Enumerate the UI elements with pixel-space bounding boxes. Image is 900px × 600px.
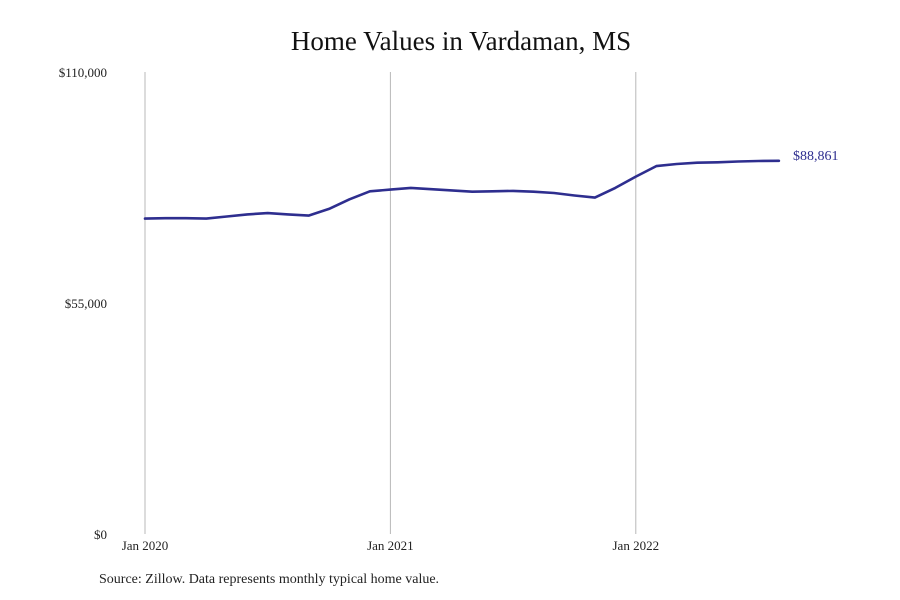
y-tick-label: $55,000: [65, 296, 107, 311]
x-tick-label: Jan 2022: [613, 538, 660, 553]
y-tick-label: $110,000: [59, 65, 107, 80]
x-tick-label: Jan 2020: [122, 538, 169, 553]
x-tick-label: Jan 2021: [367, 538, 414, 553]
end-value-label: $88,861: [793, 149, 839, 164]
source-note: Source: Zillow. Data represents monthly …: [99, 572, 440, 587]
y-tick-label: $0: [94, 527, 107, 542]
series-line: [143, 159, 781, 220]
y-axis: $0 $55,000 $110,000: [59, 65, 107, 542]
chart-title: Home Values in Vardaman, MS: [290, 26, 632, 56]
x-axis: Jan 2020 Jan 2021 Jan 2022: [122, 538, 659, 553]
grid-layer: [144, 72, 637, 534]
series-layer: $88,861: [143, 149, 839, 220]
